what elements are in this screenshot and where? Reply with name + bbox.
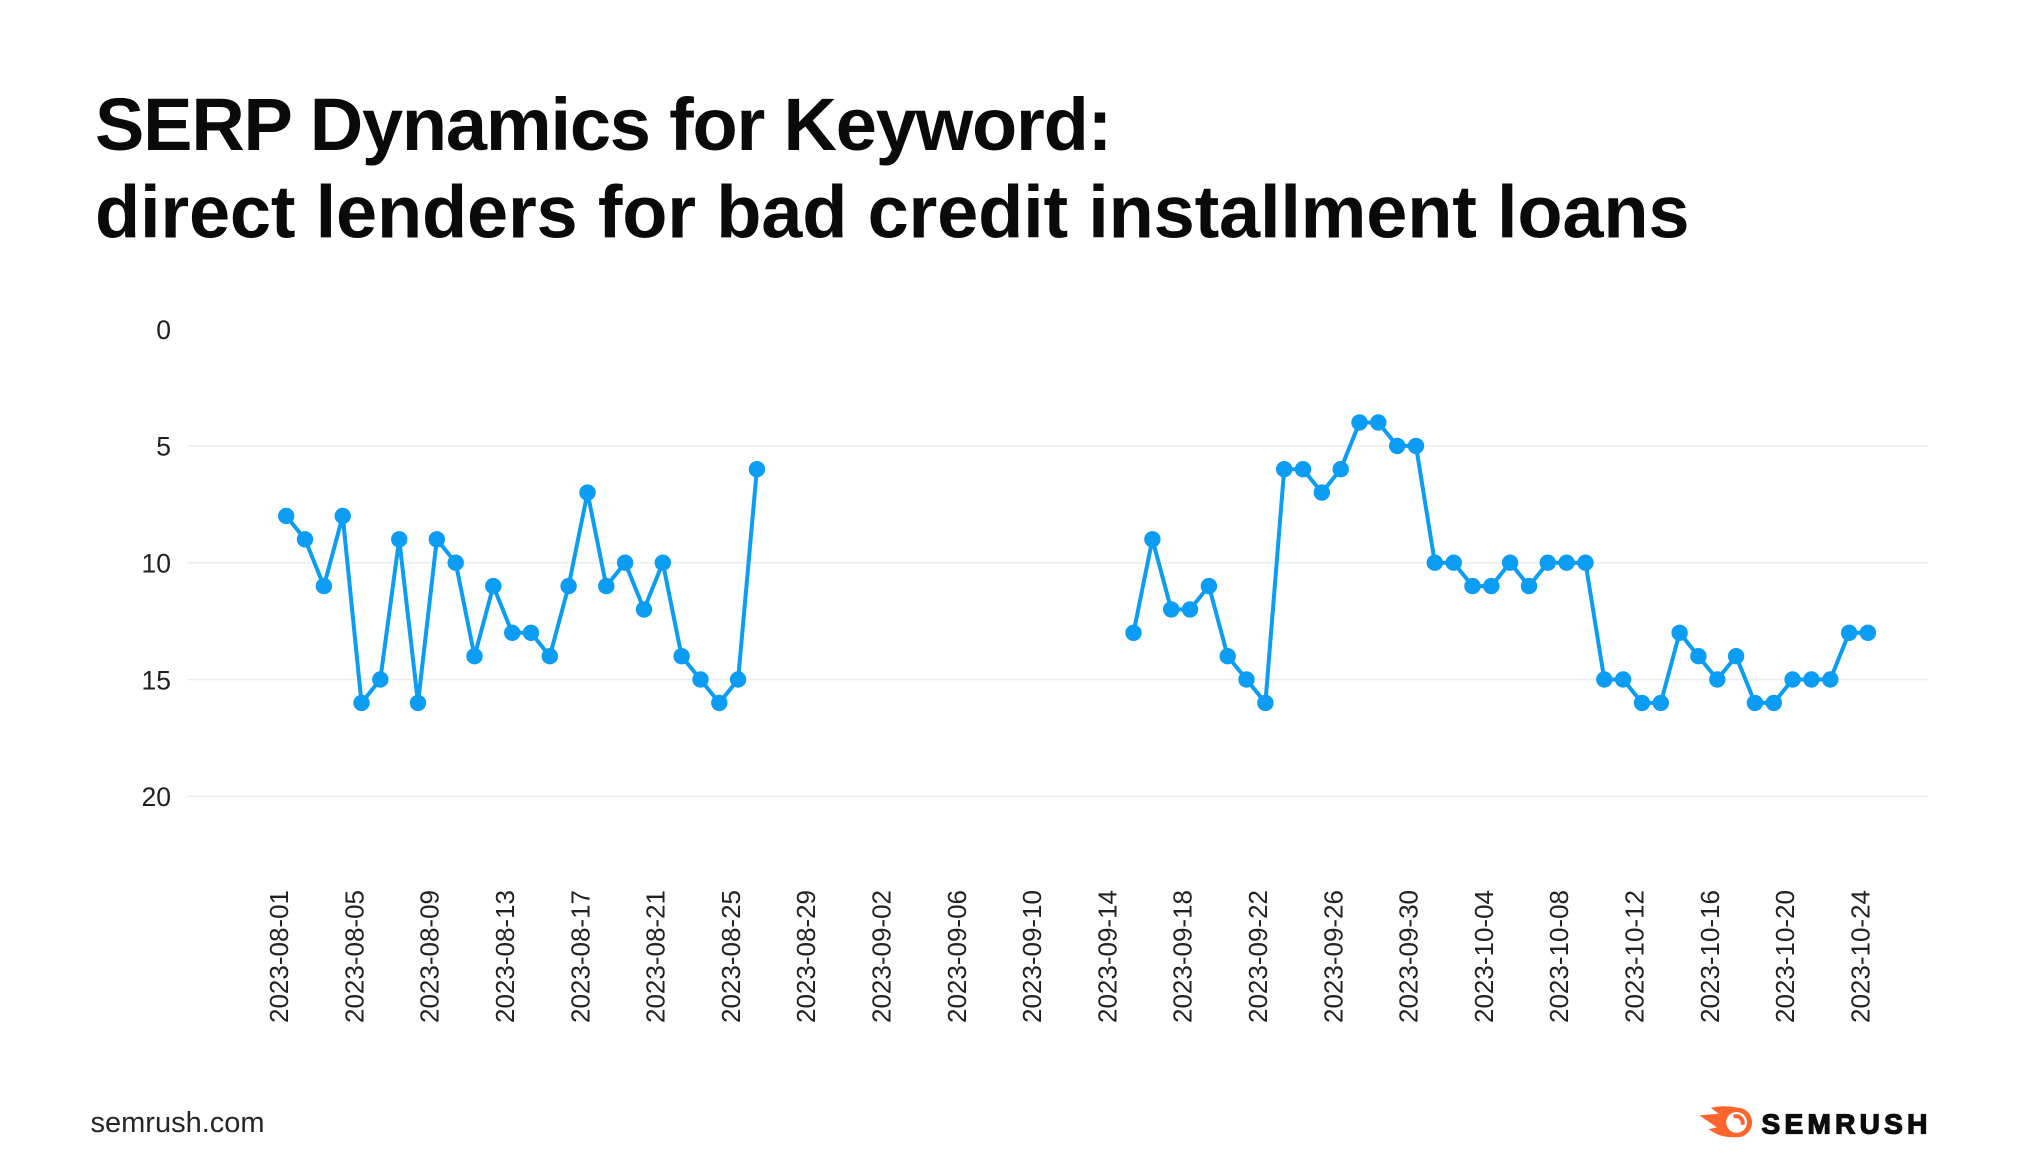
svg-text:2023-08-17: 2023-08-17: [565, 890, 595, 1023]
svg-text:2023-08-05: 2023-08-05: [339, 890, 369, 1023]
svg-text:5: 5: [156, 432, 171, 462]
svg-text:2023-10-16: 2023-10-16: [1695, 890, 1725, 1023]
svg-text:2023-10-12: 2023-10-12: [1620, 890, 1650, 1023]
svg-text:semrush.com: semrush.com: [91, 1107, 265, 1139]
svg-text:2023-09-18: 2023-09-18: [1168, 890, 1198, 1023]
svg-text:20: 20: [142, 782, 171, 812]
svg-text:2023-09-10: 2023-09-10: [1017, 890, 1047, 1023]
svg-text:2023-08-09: 2023-08-09: [415, 890, 445, 1023]
svg-text:2023-10-08: 2023-10-08: [1544, 890, 1574, 1023]
svg-text:2023-09-26: 2023-09-26: [1318, 890, 1348, 1023]
svg-text:2023-09-14: 2023-09-14: [1092, 890, 1122, 1023]
svg-text:0: 0: [156, 315, 171, 345]
svg-text:15: 15: [142, 665, 171, 695]
svg-text:2023-08-29: 2023-08-29: [791, 890, 821, 1023]
svg-text:2023-09-02: 2023-09-02: [867, 890, 897, 1023]
svg-text:2023-09-22: 2023-09-22: [1243, 890, 1273, 1023]
svg-text:2023-08-13: 2023-08-13: [490, 890, 520, 1023]
svg-text:2023-09-06: 2023-09-06: [942, 890, 972, 1023]
svg-text:2023-10-04: 2023-10-04: [1469, 890, 1499, 1023]
svg-text:SEMRUSH: SEMRUSH: [1762, 1109, 1932, 1140]
svg-text:2023-08-01: 2023-08-01: [264, 890, 294, 1023]
svg-text:10: 10: [142, 549, 171, 579]
svg-text:direct lenders for bad credit: direct lenders for bad credit installmen…: [95, 171, 1689, 254]
svg-text:2023-10-20: 2023-10-20: [1770, 890, 1800, 1023]
svg-text:2023-08-25: 2023-08-25: [716, 890, 746, 1023]
svg-text:2023-08-21: 2023-08-21: [641, 890, 671, 1023]
svg-text:SERP Dynamics for Keyword:: SERP Dynamics for Keyword:: [95, 83, 1111, 166]
svg-text:2023-10-24: 2023-10-24: [1845, 890, 1875, 1023]
svg-text:2023-09-30: 2023-09-30: [1394, 890, 1424, 1023]
